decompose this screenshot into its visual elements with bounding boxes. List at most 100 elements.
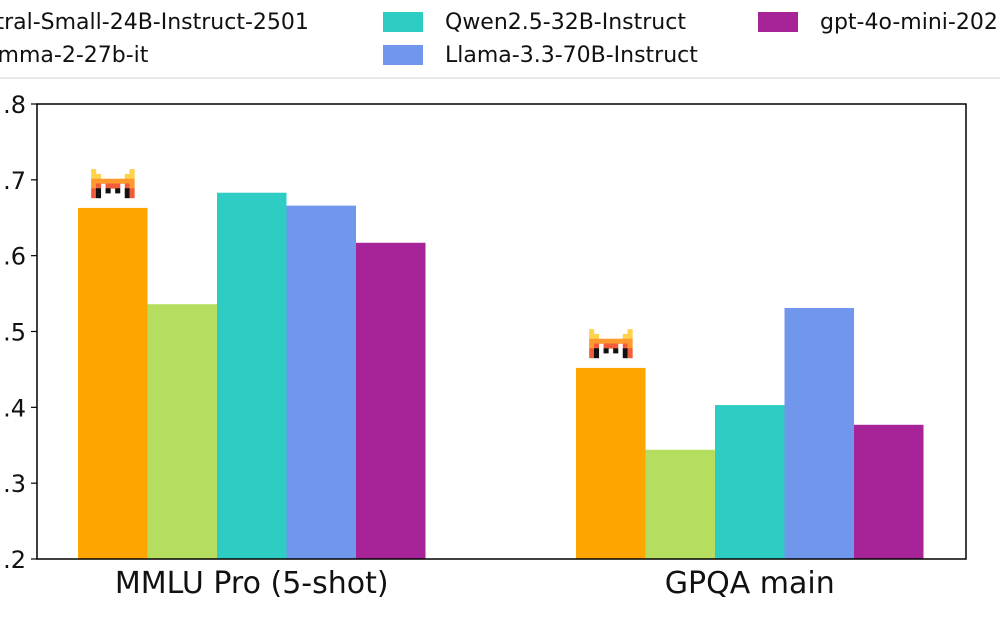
bar-llama-3-3-70b-instruct-1 xyxy=(784,307,854,559)
logo-pixel xyxy=(105,178,111,184)
mistral-logo-icon xyxy=(589,329,633,359)
legend-swatch xyxy=(383,45,423,65)
logo-pixel xyxy=(622,333,628,339)
logo-pixel xyxy=(622,338,628,344)
logos-group xyxy=(91,169,633,359)
x-axis: MMLU Pro (5-shot) GPQA main xyxy=(115,566,835,601)
logo-pixel xyxy=(129,173,135,179)
legend-swatch xyxy=(383,12,423,32)
logo-pixel xyxy=(627,353,633,359)
logo-pixel xyxy=(105,183,111,189)
mistral-logo-icon xyxy=(91,169,135,199)
logo-pixel xyxy=(91,173,97,179)
logo-pixel xyxy=(617,338,624,344)
logo-pixel xyxy=(129,188,135,194)
logo-pixel xyxy=(95,178,102,184)
logo-pixel xyxy=(91,188,97,194)
legend-label: gpt-4o-mini-202 xyxy=(820,9,998,35)
chart-legend: stral-Small-24B-Instruct-2501 emma-2-27b… xyxy=(0,0,1000,82)
logo-pixel xyxy=(593,353,600,359)
logo-pixel xyxy=(603,343,609,349)
logo-pixel xyxy=(129,178,135,184)
logo-pixel xyxy=(598,338,604,344)
logo-pixel xyxy=(91,169,97,175)
bar-mistral-small-24b-instruct-2501-0 xyxy=(78,207,148,559)
logo-pixel xyxy=(100,178,106,184)
y-tick-label: .3 xyxy=(3,470,26,498)
legend-label: Llama-3.3-70B-Instruct xyxy=(445,42,698,68)
logo-pixel xyxy=(115,183,121,189)
bars-group xyxy=(78,192,924,559)
logo-pixel xyxy=(589,353,595,359)
logo-pixel xyxy=(91,183,97,189)
logo-pixel xyxy=(622,343,628,349)
bar-llama-3-3-70b-instruct-0 xyxy=(286,205,356,559)
logo-pixel xyxy=(589,338,595,344)
y-tick-label: .4 xyxy=(3,394,26,422)
logo-pixel xyxy=(124,173,130,179)
logo-pixel xyxy=(129,193,135,199)
logo-pixel xyxy=(627,329,633,335)
bar-gpt-4o-mini-2024-07-18-1 xyxy=(854,424,924,559)
logo-pixel xyxy=(124,188,130,194)
logo-pixel xyxy=(593,348,600,354)
logo-pixel xyxy=(589,343,595,349)
logo-pixel xyxy=(622,348,628,354)
logo-pixel xyxy=(613,343,619,349)
legend-item-mistral: stral-Small-24B-Instruct-2501 xyxy=(0,7,309,37)
logo-pixel xyxy=(115,188,121,194)
logo-pixel xyxy=(622,353,628,359)
logo-pixel xyxy=(124,193,130,199)
y-axis: .2 .3 .4 .5 .6 .7 .8 xyxy=(3,91,37,574)
y-tick-label: .7 xyxy=(3,167,26,195)
logo-pixel xyxy=(95,193,102,199)
logo-pixel xyxy=(129,169,135,175)
legend-label: Qwen2.5-32B-Instruct xyxy=(445,9,686,35)
bar-qwen2-5-32b-instruct-0 xyxy=(217,192,287,559)
legend-item-gpt4o-mini: gpt-4o-mini-202 xyxy=(758,7,998,37)
bar-gemma-2-27b-it-0 xyxy=(147,304,217,559)
bar-qwen2-5-32b-instruct-1 xyxy=(715,405,785,559)
legend-label: emma-2-27b-it xyxy=(0,42,149,68)
y-tick-label: .5 xyxy=(3,319,26,347)
bar-gemma-2-27b-it-1 xyxy=(645,449,715,559)
x-tick-label: MMLU Pro (5-shot) xyxy=(115,566,389,601)
y-tick-label: .6 xyxy=(3,243,26,271)
x-tick-label: GPQA main xyxy=(665,566,835,601)
legend-swatch xyxy=(758,12,798,32)
logo-pixel xyxy=(115,178,121,184)
logo-pixel xyxy=(608,338,614,344)
y-tick-label: .2 xyxy=(3,546,26,574)
logo-pixel xyxy=(627,348,633,354)
logo-pixel xyxy=(91,178,97,184)
logo-pixel xyxy=(613,338,619,344)
logo-pixel xyxy=(589,348,595,354)
logo-pixel xyxy=(124,178,130,184)
logo-pixel xyxy=(124,183,130,189)
bar-mistral-small-24b-instruct-2501-1 xyxy=(576,367,646,559)
logo-pixel xyxy=(627,343,633,349)
logo-pixel xyxy=(603,338,609,344)
logo-pixel xyxy=(593,338,600,344)
logo-pixel xyxy=(603,348,609,354)
logo-pixel xyxy=(608,343,614,349)
logo-pixel xyxy=(589,329,595,335)
logo-pixel xyxy=(627,338,633,344)
plot-frame xyxy=(36,103,967,560)
logo-pixel xyxy=(129,183,135,189)
logo-pixel xyxy=(91,193,97,199)
legend-label: stral-Small-24B-Instruct-2501 xyxy=(0,9,309,35)
legend-item-gemma: emma-2-27b-it xyxy=(0,40,148,70)
logo-pixel xyxy=(589,333,595,339)
legend-item-qwen: Qwen2.5-32B-Instruct xyxy=(383,7,686,37)
logo-pixel xyxy=(110,178,116,184)
legend-item-llama: Llama-3.3-70B-Instruct xyxy=(383,40,698,70)
logo-pixel xyxy=(95,183,102,189)
logo-pixel xyxy=(627,333,633,339)
logo-pixel xyxy=(110,183,116,189)
logo-pixel xyxy=(95,173,102,179)
logo-pixel xyxy=(593,343,600,349)
bar-gpt-4o-mini-2024-07-18-0 xyxy=(356,242,426,559)
logo-pixel xyxy=(105,188,111,194)
